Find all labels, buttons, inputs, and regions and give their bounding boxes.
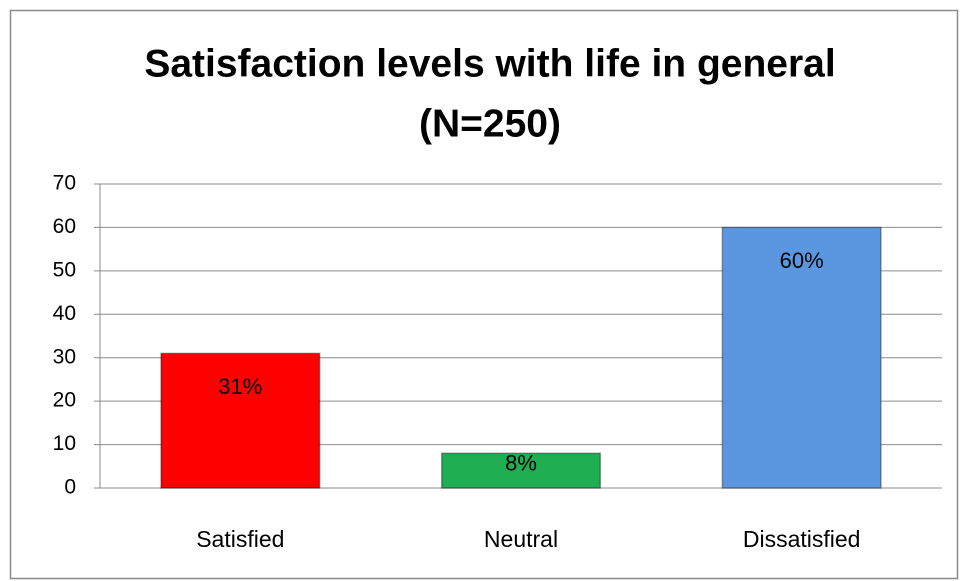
y-tick-label: 20 <box>53 389 76 412</box>
x-tick-label: Satisfied <box>196 526 284 552</box>
x-tick-label: Neutral <box>484 526 558 552</box>
y-tick-label: 60 <box>53 215 76 238</box>
chart-title: Satisfaction levels with life in general <box>144 42 835 85</box>
bar <box>160 352 321 489</box>
value-label: 8% <box>505 450 537 475</box>
y-tick-label: 70 <box>53 172 76 195</box>
y-tick-label: 50 <box>53 258 76 281</box>
y-tick-label: 30 <box>53 345 76 368</box>
chart-subtitle: (N=250) <box>419 102 561 145</box>
x-tick-label: Dissatisfied <box>743 526 861 552</box>
bar <box>721 226 882 489</box>
y-tick-label: 40 <box>53 302 76 325</box>
value-label: 31% <box>218 374 262 399</box>
value-label: 60% <box>780 248 824 273</box>
y-tick-label: 10 <box>53 432 76 455</box>
y-tick-label: 0 <box>64 476 76 499</box>
bar <box>440 452 602 489</box>
